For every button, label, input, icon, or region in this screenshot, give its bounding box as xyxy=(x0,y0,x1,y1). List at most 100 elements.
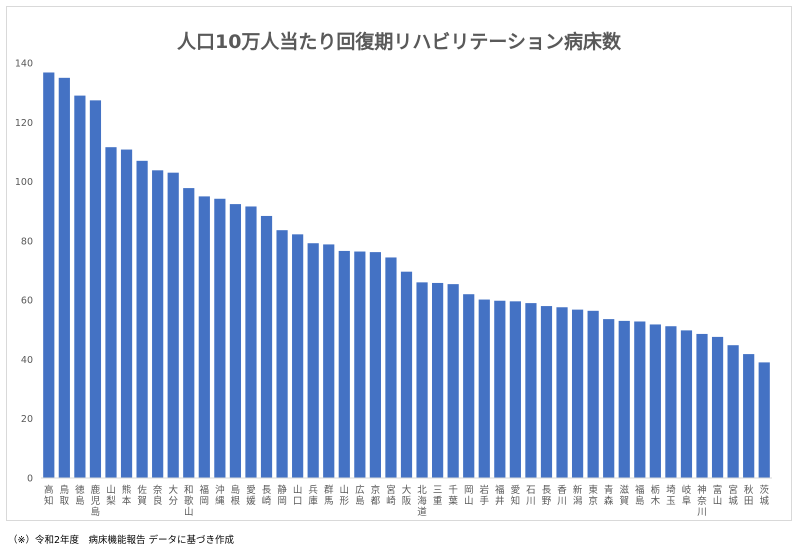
bar xyxy=(727,345,739,478)
x-tick-label: 千葉 xyxy=(448,485,458,507)
x-tick-label: 山口 xyxy=(293,485,303,507)
x-tick-label: 山形 xyxy=(340,485,350,507)
bar xyxy=(400,271,413,478)
bar xyxy=(385,257,397,478)
bar xyxy=(556,307,568,478)
x-tick-label: 奈良 xyxy=(153,484,163,507)
bar xyxy=(58,77,70,479)
x-tick-label: 長野 xyxy=(542,485,552,507)
bar xyxy=(696,333,708,478)
x-tick-label: 栃木 xyxy=(651,484,661,507)
x-tick-label: 茨城 xyxy=(759,484,769,507)
bar xyxy=(120,149,133,479)
bar xyxy=(494,300,506,478)
bar xyxy=(183,188,195,479)
x-tick-label: 沖縄 xyxy=(215,484,225,507)
x-tick-label: 岐阜 xyxy=(682,484,692,507)
bar xyxy=(603,319,615,478)
x-tick-label: 青森 xyxy=(604,484,614,507)
y-axis-labels: 0 20 40 60 80 100 120 140 xyxy=(15,59,33,485)
bar xyxy=(260,215,273,478)
x-tick-label: 福島 xyxy=(635,484,645,507)
x-tick-label: 宮崎 xyxy=(386,484,396,507)
bar xyxy=(276,230,288,478)
bar xyxy=(711,336,724,478)
x-axis-labels: 高知鳥取徳島鹿児島山梨熊本佐賀奈良大分和歌山福岡沖縄島根愛媛長崎静岡山口兵庫群馬… xyxy=(44,484,769,518)
x-tick-label: 埼玉 xyxy=(666,484,676,507)
bars xyxy=(43,72,770,479)
y-tick-label: 140 xyxy=(15,59,33,70)
bar xyxy=(323,244,335,478)
x-tick-label: 福岡 xyxy=(200,484,210,507)
bar xyxy=(571,309,584,478)
y-tick-label: 120 xyxy=(15,118,33,129)
bar xyxy=(245,206,257,478)
bar xyxy=(229,204,242,478)
bar xyxy=(214,198,226,478)
y-tick-label: 80 xyxy=(21,236,33,247)
bar xyxy=(416,282,428,478)
x-tick-label: 大分 xyxy=(168,484,178,507)
y-tick-label: 20 xyxy=(21,414,33,425)
bar xyxy=(338,250,350,478)
x-tick-label: 佐賀 xyxy=(137,484,147,507)
x-tick-label: 愛媛 xyxy=(246,484,256,507)
bar xyxy=(89,100,102,478)
bar xyxy=(509,301,521,478)
x-tick-label: 岩手 xyxy=(480,484,490,507)
bar xyxy=(649,324,661,478)
x-tick-label: 岡山 xyxy=(464,485,474,507)
x-tick-label: 広島 xyxy=(355,484,365,507)
y-tick-label: 0 xyxy=(27,474,33,485)
x-tick-label: 香川 xyxy=(557,485,567,507)
x-tick-label: 徳島 xyxy=(75,484,85,507)
x-tick-label: 高知 xyxy=(44,484,54,507)
x-tick-label: 静岡 xyxy=(277,484,287,507)
bar xyxy=(665,326,677,478)
bar xyxy=(478,299,490,478)
x-tick-label: 東京 xyxy=(588,484,598,507)
x-tick-label: 長崎 xyxy=(262,485,272,507)
x-tick-label: 大阪 xyxy=(402,484,412,507)
x-tick-label: 富山 xyxy=(713,484,723,507)
x-tick-label: 宮城 xyxy=(728,484,738,507)
x-tick-label: 福井 xyxy=(495,484,505,507)
y-tick-label: 100 xyxy=(15,177,33,188)
x-tick-label: 熊本 xyxy=(122,484,132,507)
bar xyxy=(525,303,537,478)
bar xyxy=(447,284,459,478)
x-tick-label: 京都 xyxy=(371,484,381,507)
bar xyxy=(432,282,444,478)
bar xyxy=(292,234,304,478)
x-tick-label: 山梨 xyxy=(106,485,116,507)
bar xyxy=(136,160,148,479)
x-tick-label: 鳥取 xyxy=(60,484,70,507)
x-tick-label: 滋賀 xyxy=(619,484,629,507)
y-tick-label: 60 xyxy=(21,296,33,307)
bar xyxy=(634,321,646,478)
bar xyxy=(587,310,599,478)
bar xyxy=(354,251,366,478)
bar xyxy=(43,72,55,478)
x-tick-label: 群馬 xyxy=(324,484,334,507)
x-tick-label: 兵庫 xyxy=(308,484,318,507)
x-tick-label: 神奈川 xyxy=(697,484,707,518)
bar xyxy=(198,196,210,478)
x-tick-label: 鹿児島 xyxy=(91,484,101,518)
bar xyxy=(618,320,630,478)
bar xyxy=(74,95,86,478)
y-tick-label: 40 xyxy=(21,355,33,366)
bar xyxy=(105,147,117,478)
bar xyxy=(680,330,693,478)
bar xyxy=(369,252,381,478)
x-tick-label: 三重 xyxy=(433,485,443,507)
bar xyxy=(463,294,475,478)
bar xyxy=(167,172,179,478)
bar xyxy=(743,354,755,478)
x-tick-label: 和歌山 xyxy=(184,485,194,518)
bar xyxy=(758,362,770,478)
bar xyxy=(540,306,553,478)
x-tick-label: 秋田 xyxy=(744,484,754,507)
bar xyxy=(152,170,164,479)
